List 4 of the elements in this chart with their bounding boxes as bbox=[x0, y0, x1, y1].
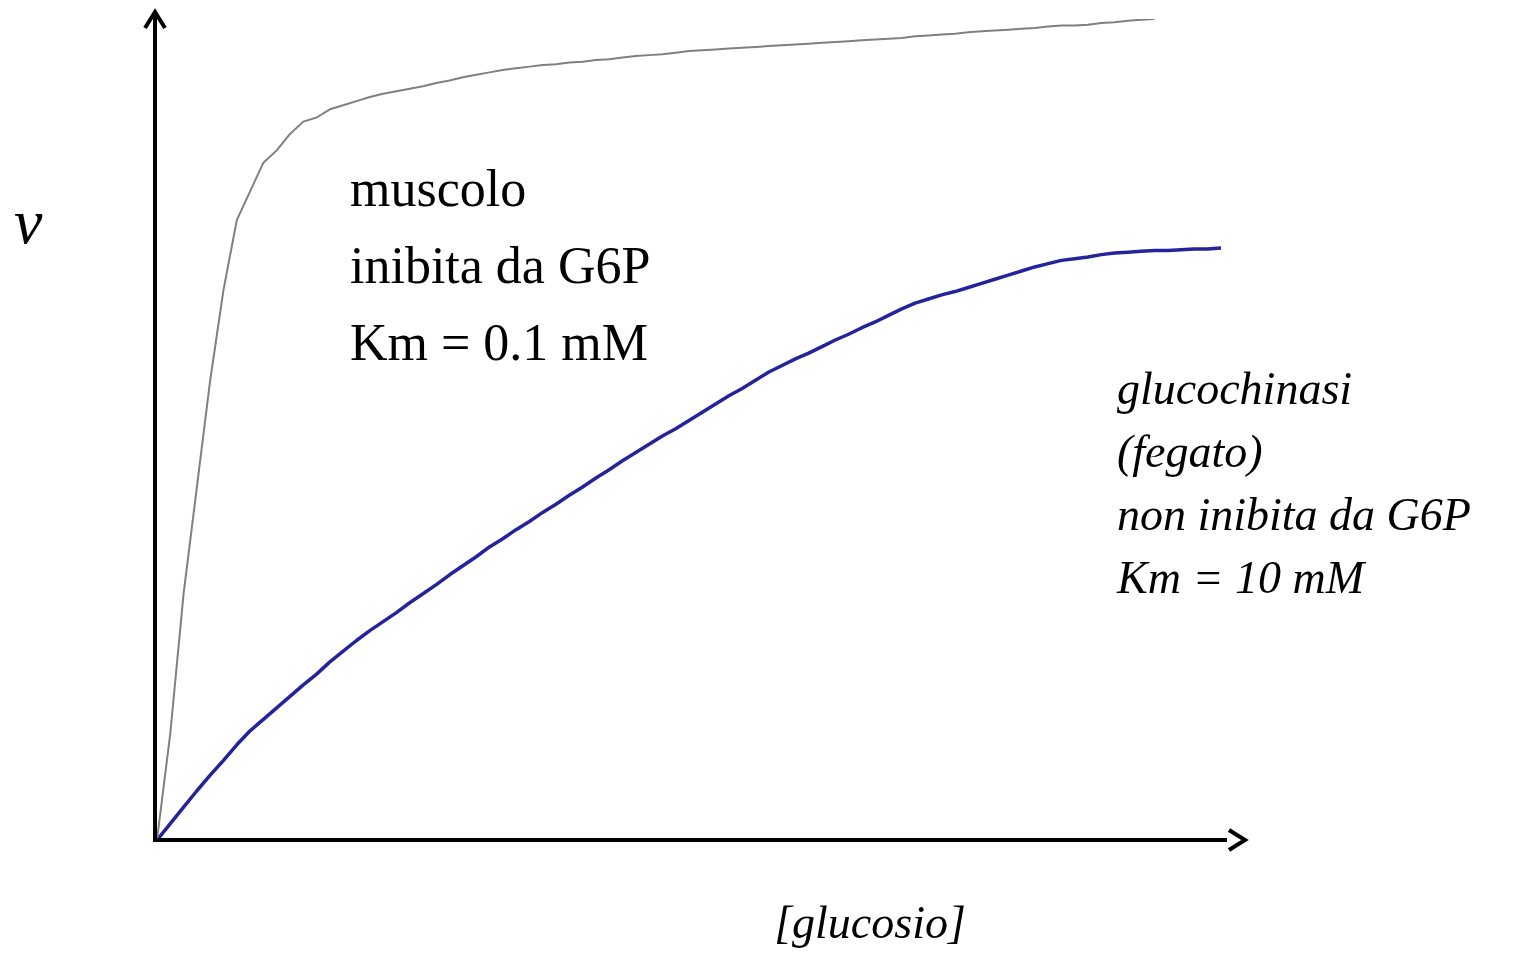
text: glucochinasi (fegato) non inibita da G6P Km = 10 mM bbox=[1117, 362, 1471, 605]
series-label: muscolo inibita da G6P Km = 0.1 mM bbox=[350, 159, 651, 373]
x-axis-title: [glucosio] bbox=[774, 897, 966, 948]
y-axis-title: v bbox=[14, 186, 43, 257]
